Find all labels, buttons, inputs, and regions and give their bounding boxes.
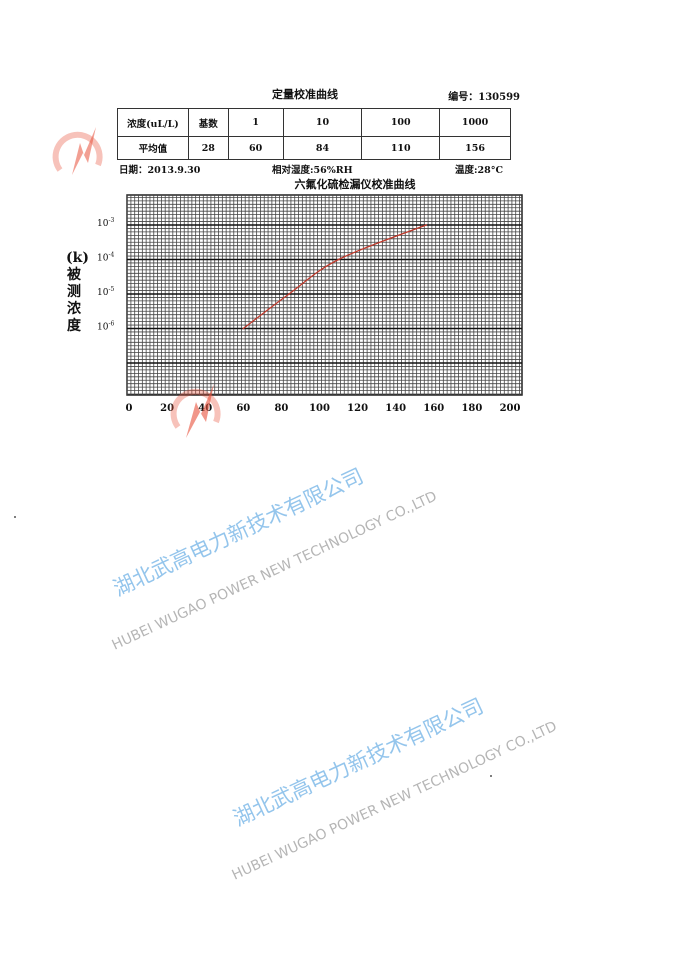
x-tick-label: 200 [500,403,521,414]
scan-speck [490,775,492,777]
x-tick-label: 120 [347,403,368,414]
table-cell: 28 [187,136,229,160]
calibration-curve [242,224,427,330]
data-point [425,224,427,226]
table-row-concentration: 浓度(uL/L) 基数 1 10 100 1000 [117,108,511,137]
table-cell: 基数 [187,108,229,137]
x-tick-label: 20 [160,403,174,414]
scan-speck [14,516,16,518]
table-cell: 84 [282,136,363,160]
table-cell: 1 [227,108,284,137]
x-tick-label: 100 [309,403,330,414]
x-tick-label: 80 [274,403,288,414]
document-title: 定量校准曲线 [272,88,338,101]
y-tick-label: 10-4 [97,252,114,264]
x-tick-label: 180 [461,403,482,414]
table-row-average: 平均值 28 60 84 110 156 [117,136,511,160]
x-tick-label: 140 [385,403,406,414]
y-tick-label: 10-6 [97,321,114,333]
table-cell: 浓度(uL/L) [117,108,189,137]
data-point [337,258,340,261]
watermark-logo-icon [170,384,221,438]
x-tick-label: 160 [423,403,444,414]
data-point [288,293,290,295]
temperature-label: 温度:28°C [455,165,504,176]
chart-title: 六氟化硫检漏仪校准曲线 [294,178,416,191]
table-cell: 平均值 [117,136,189,160]
table-cell: 110 [361,136,441,160]
y-axis-label: (k)被测浓度 [66,250,89,334]
calibration-table: 浓度(uL/L) 基数 1 10 100 1000 平均值 28 60 84 1… [117,108,511,160]
data-point [242,327,245,330]
x-tick-label: 60 [236,403,250,414]
y-tick-label: 10-5 [97,286,114,298]
date-label: 日期：2013.9.30 [119,165,201,176]
y-tick-label: 10-3 [97,217,114,229]
humidity-label: 相对湿度:56%RH [272,165,353,176]
x-tick-label: 0 [126,403,133,414]
watermark-logo-icon [52,127,103,175]
serial-number: 编号：130599 [448,92,520,103]
table-cell: 156 [439,136,511,160]
table-cell: 60 [227,136,284,160]
